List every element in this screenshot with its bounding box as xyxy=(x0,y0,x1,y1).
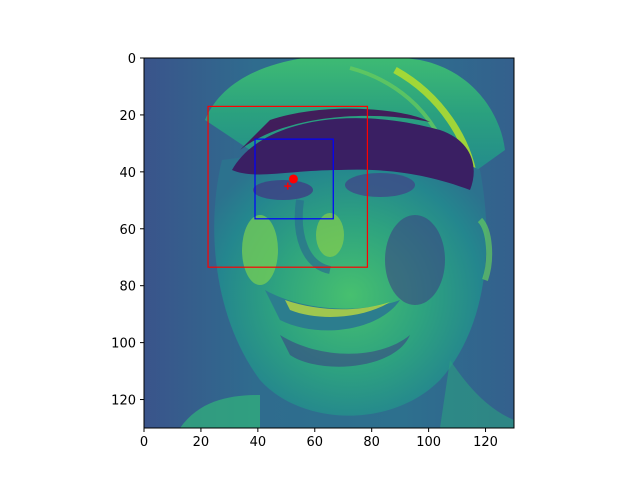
x-tick-label: 60 xyxy=(306,435,323,450)
x-tick-label: 0 xyxy=(140,435,148,450)
y-tick-label: 20 xyxy=(119,109,136,124)
x-tick-label: 80 xyxy=(363,435,380,450)
y-tick-label: 0 xyxy=(128,52,136,67)
x-axis: 0 20 40 60 80 100 120 xyxy=(140,428,498,450)
x-tick-label: 20 xyxy=(193,435,210,450)
annotation-overlay xyxy=(207,105,369,268)
plot-frame xyxy=(143,57,515,429)
x-tick-label: 120 xyxy=(473,435,498,450)
y-tick-label: 40 xyxy=(119,166,136,181)
y-tick-label: 80 xyxy=(119,280,136,295)
x-tick-label: 100 xyxy=(416,435,441,450)
outer-box xyxy=(207,105,369,268)
y-tick-label: 100 xyxy=(111,337,136,352)
y-tick-label: 60 xyxy=(119,223,136,238)
y-tick-label: 120 xyxy=(111,394,136,409)
inner-box xyxy=(254,138,334,220)
face-image xyxy=(144,58,514,428)
x-tick-label: 40 xyxy=(250,435,267,450)
y-axis: 0 20 40 60 80 100 120 xyxy=(111,52,144,409)
center-plus xyxy=(284,182,292,190)
center-dot xyxy=(288,174,298,184)
